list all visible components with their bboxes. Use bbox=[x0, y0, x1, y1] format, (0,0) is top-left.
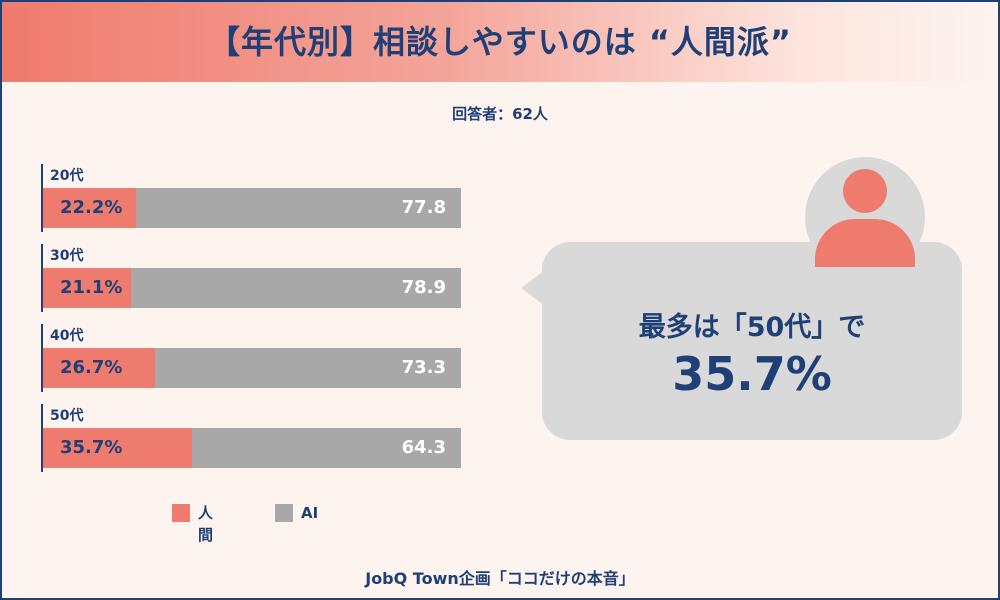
stacked-bar-chart: 20代 22.2% 77.8 30代 21.1% 78.9 40代 26.7% 73.3 50代 3… bbox=[2, 2, 522, 562]
bar-segment-human bbox=[43, 188, 136, 228]
speech-bubble-tail bbox=[521, 270, 545, 306]
data-label-human: 21.1% bbox=[60, 277, 123, 298]
bar-row-axis bbox=[41, 324, 43, 392]
page-title: 【年代別】相談しやすいのは “人間派” bbox=[208, 23, 792, 61]
bar-row-axis bbox=[41, 164, 43, 232]
bar-segment-ai bbox=[131, 268, 461, 308]
data-label-ai: 77.8 bbox=[401, 197, 446, 218]
bar-segment-human bbox=[43, 268, 131, 308]
bar-row-axis bbox=[41, 404, 43, 472]
callout-heading: 最多は「50代」で bbox=[638, 312, 866, 343]
category-label: 40代 bbox=[50, 328, 84, 344]
header-banner: 【年代別】相談しやすいのは “人間派” bbox=[2, 2, 998, 82]
data-label-human: 35.7% bbox=[60, 437, 123, 458]
callout-value: 35.7% bbox=[672, 347, 832, 401]
data-label-human: 22.2% bbox=[60, 197, 123, 218]
respondent-count: 回答者：62人 bbox=[452, 105, 548, 123]
footer-credit: JobQ Town企画「ココだけの本音」 bbox=[365, 569, 635, 588]
legend-label-human: 人間 bbox=[198, 504, 214, 544]
category-label: 20代 bbox=[50, 168, 84, 184]
bar-segment-human bbox=[43, 348, 155, 388]
person-icon-body bbox=[815, 219, 915, 267]
data-label-ai: 64.3 bbox=[401, 437, 446, 458]
legend-swatch-ai bbox=[275, 504, 293, 522]
data-label-ai: 73.3 bbox=[401, 357, 446, 378]
category-label: 50代 bbox=[50, 408, 84, 424]
bar-segment-human bbox=[43, 428, 192, 468]
category-label: 30代 bbox=[50, 248, 84, 264]
bar-segment-ai bbox=[155, 348, 461, 388]
legend-swatch-human bbox=[172, 504, 190, 522]
bar-segment-ai bbox=[136, 188, 461, 228]
data-label-ai: 78.9 bbox=[401, 277, 446, 298]
bar-row-axis bbox=[41, 244, 43, 312]
speech-bubble bbox=[542, 242, 962, 440]
legend-label-ai: AI bbox=[301, 504, 319, 522]
bar-segment-ai bbox=[192, 428, 461, 468]
person-icon-head bbox=[843, 169, 887, 213]
data-label-human: 26.7% bbox=[60, 357, 123, 378]
